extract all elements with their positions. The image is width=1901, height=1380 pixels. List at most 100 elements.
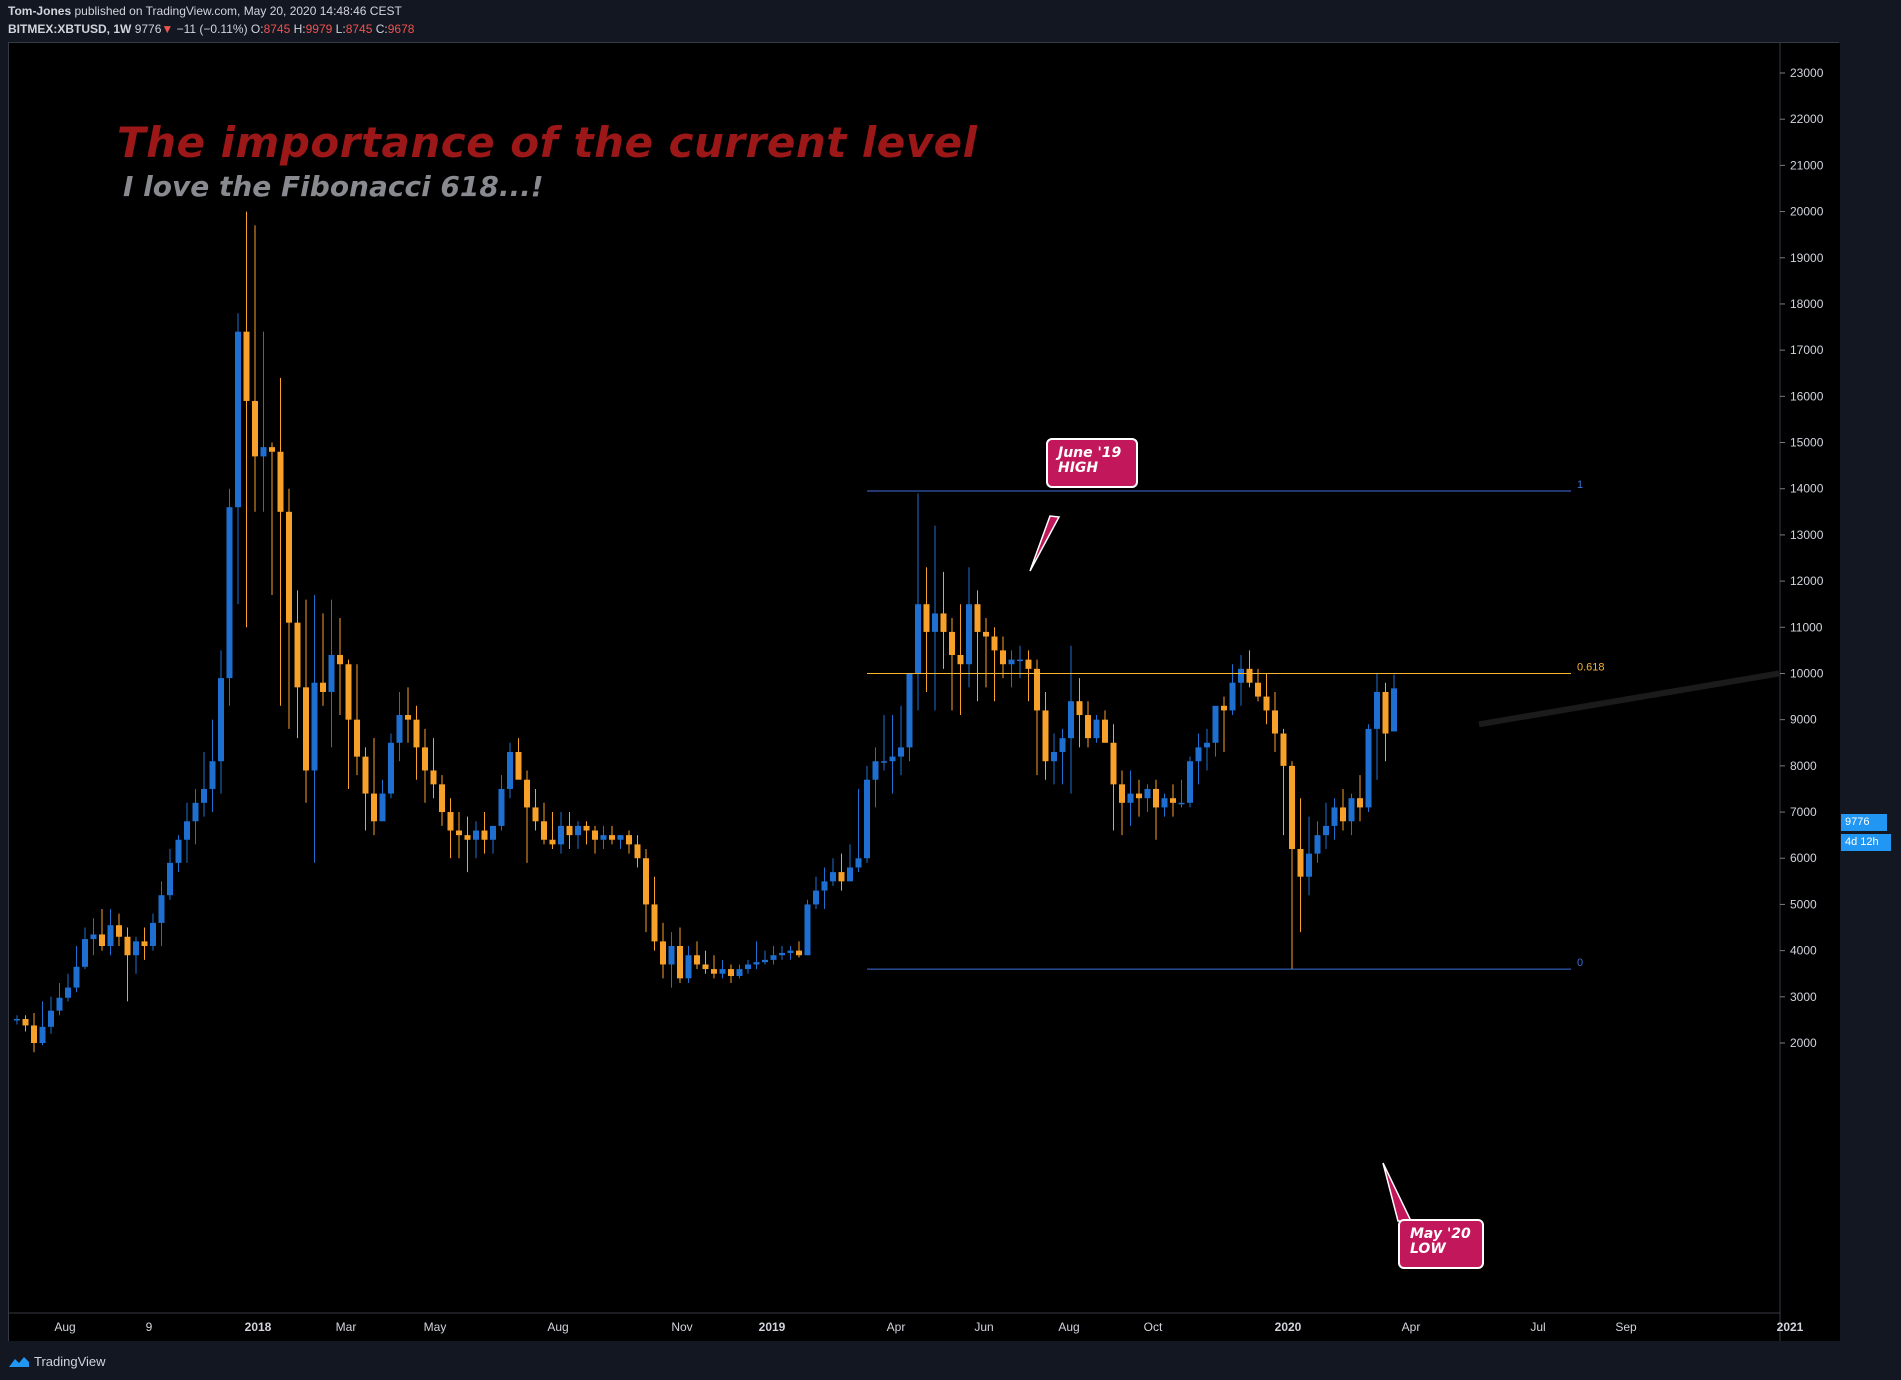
x-tick-label: Oct (1144, 1320, 1163, 1334)
x-tick-label: 2020 (1275, 1320, 1302, 1334)
y-tick-label: 2000 (1790, 1036, 1817, 1050)
candle-body (1357, 798, 1363, 808)
candle-body (1127, 793, 1134, 803)
candle-body (1382, 691, 1389, 734)
candle-body (719, 969, 726, 974)
candle-body (209, 761, 216, 789)
candle-body (1314, 835, 1321, 854)
candle-body (277, 451, 284, 512)
candle-body (124, 936, 131, 956)
may-low-line2: LOW (1410, 1241, 1446, 1257)
y-tick-label: 14000 (1790, 482, 1824, 496)
candle-body (736, 969, 743, 977)
may-low-line1: May '20 (1410, 1226, 1471, 1242)
x-tick-label: 9 (146, 1320, 153, 1334)
candle-body (226, 507, 233, 679)
candle-body (609, 835, 615, 840)
candle-body (439, 784, 445, 813)
candle-body (745, 964, 751, 970)
x-tick-label: 2019 (759, 1320, 786, 1334)
candle-body (881, 761, 887, 763)
candle-body (1297, 849, 1304, 877)
y-tick-label: 10000 (1790, 666, 1824, 680)
candle-body (337, 655, 343, 665)
candle-body (269, 447, 275, 452)
chart-subheadline[interactable]: I love the Fibonacci 618...! (123, 170, 544, 203)
candle-body (1170, 798, 1176, 803)
candle-body (906, 673, 913, 748)
candle-body (345, 664, 352, 720)
y-tick-label: 3000 (1790, 990, 1817, 1004)
candle-body (456, 830, 462, 836)
candle-body (107, 925, 114, 946)
y-tick-label: 15000 (1790, 436, 1824, 450)
candle-body (1374, 691, 1380, 729)
candle-body (481, 830, 488, 840)
y-tick-label: 23000 (1790, 66, 1824, 80)
footer-bar (0, 1341, 1901, 1380)
may-low-callout[interactable]: May '20 LOW (1398, 1219, 1484, 1269)
x-tick-label: Apr (1402, 1320, 1421, 1334)
y-tick-label: 11000 (1790, 620, 1823, 634)
candle-body (1161, 798, 1168, 808)
candle-body (311, 682, 318, 771)
candle-body (498, 788, 505, 826)
candle-body (728, 969, 734, 977)
candle-body (915, 604, 921, 674)
fade-extension (1478, 670, 1780, 728)
candle-body (1025, 659, 1032, 669)
candle-body (838, 872, 845, 882)
y-tick-label: 12000 (1790, 574, 1824, 588)
candle-body (1255, 682, 1261, 697)
candle-body (99, 934, 105, 946)
last-price-tag: 9776 (1841, 814, 1887, 831)
x-tick-label: Apr (887, 1320, 906, 1334)
candlestick-chart[interactable]: 2000 3000 4000 5000 6000 7000 8000 9000 10000 110… (9, 43, 1840, 1342)
candle-body (702, 964, 709, 970)
candle-body (14, 1018, 20, 1021)
candle-body (405, 715, 411, 720)
candle-body (966, 604, 972, 665)
candle-body (779, 952, 785, 956)
y-tick-label: 9000 (1790, 713, 1817, 727)
candle-body (1229, 682, 1236, 711)
candle-body (1008, 659, 1015, 665)
candle-body (1059, 738, 1066, 752)
candle-body (447, 812, 454, 831)
x-tick-label: May (424, 1320, 447, 1334)
candle-body (1085, 715, 1091, 739)
tradingview-brand[interactable]: TradingView (8, 1354, 106, 1369)
candle-body (677, 946, 683, 979)
june-high-line1: June '19 (1058, 445, 1122, 461)
author-name[interactable]: Tom-Jones (8, 4, 72, 18)
symbol-name[interactable]: BITMEX:XBTUSD, 1W (8, 22, 132, 36)
candle-body (889, 756, 896, 762)
candle-body (923, 604, 930, 632)
candle-body (388, 742, 394, 794)
chart-background (9, 43, 1840, 1342)
june-high-callout[interactable]: June '19 HIGH (1046, 438, 1138, 488)
candle-body (218, 678, 224, 762)
fib-level-label: 1 (1577, 479, 1583, 491)
high-value: 9979 (305, 22, 333, 36)
candle-body (1153, 788, 1159, 808)
last-price: 9776 (134, 22, 162, 36)
chart-headline[interactable]: The importance of the current level (117, 118, 978, 167)
candle-body (804, 904, 811, 956)
candle-body (1238, 668, 1244, 683)
y-tick-label: 8000 (1790, 759, 1817, 773)
candle-body (175, 839, 182, 863)
candle-body (1204, 742, 1210, 748)
candle-body (1323, 825, 1329, 836)
candle-body (1093, 719, 1100, 739)
x-tick-label: Aug (547, 1320, 568, 1334)
close-label: C: (375, 22, 388, 36)
candle-body (532, 807, 539, 822)
candle-body (1365, 728, 1372, 808)
chart-pane[interactable]: 2000 3000 4000 5000 6000 7000 8000 9000 10000 110… (8, 42, 1840, 1342)
candle-body (150, 922, 156, 946)
candle-body (473, 830, 479, 840)
candle-body (235, 331, 241, 508)
candle-body (1178, 802, 1185, 805)
candle-body (371, 793, 377, 822)
